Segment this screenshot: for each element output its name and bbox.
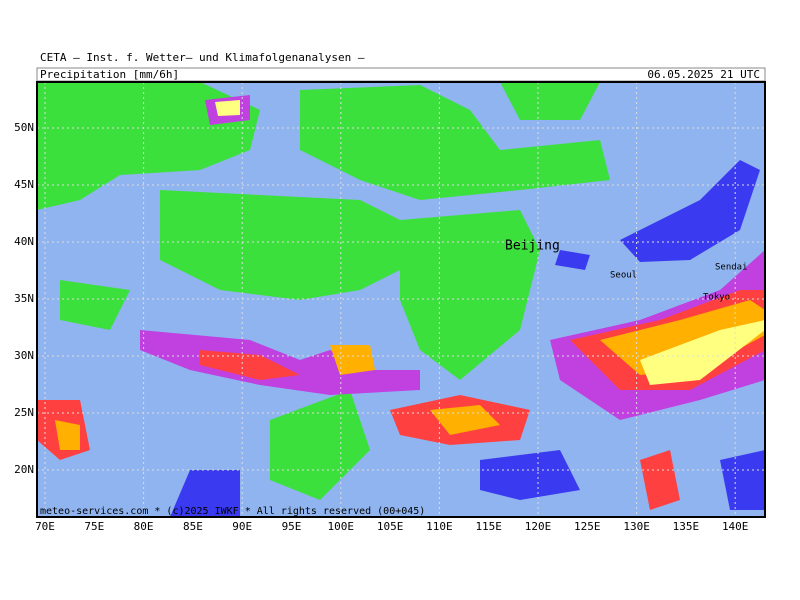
lon-label: 115E: [475, 520, 502, 533]
valid-time: 06.05.2025 21 UTC: [647, 68, 760, 81]
lat-label: 30N: [14, 349, 34, 362]
lat-label: 50N: [14, 121, 34, 134]
lon-label: 75E: [84, 520, 104, 533]
parameter: Precipitation [mm/6h]: [40, 68, 179, 81]
map: Beijing Seoul Sendai Tokyo meteo-service…: [36, 81, 766, 518]
lon-label: 135E: [673, 520, 700, 533]
lon-label: 80E: [134, 520, 154, 533]
sea-areas: [170, 160, 765, 517]
lon-label: 90E: [232, 520, 252, 533]
city-label: Sendai: [715, 263, 748, 273]
lon-label: 110E: [426, 520, 453, 533]
city-label: Seoul: [610, 271, 637, 281]
institute: CETA – Inst. f. Wetter– und Klimafolgena…: [40, 51, 365, 64]
lon-label: 120E: [525, 520, 552, 533]
lon-label: 140E: [722, 520, 749, 533]
dry-areas: [37, 82, 610, 500]
lon-label: 85E: [183, 520, 203, 533]
precipitation-bands: [37, 95, 765, 510]
lat-label: 20N: [14, 463, 34, 476]
lon-label: 130E: [623, 520, 650, 533]
lon-label: 105E: [377, 520, 404, 533]
lat-label: 25N: [14, 406, 34, 419]
axis-labels: 50N 45N 40N 35N 30N 25N 20N 70E 75E 80E 85E 90E 95E 1…: [14, 121, 748, 533]
lon-label: 125E: [574, 520, 601, 533]
city-label: Beijing: [505, 239, 560, 254]
city-label: Tokyo: [703, 293, 730, 303]
map-frame: [36, 81, 766, 518]
lon-label: 95E: [282, 520, 302, 533]
lat-label: 35N: [14, 292, 34, 305]
lon-label: 100E: [328, 520, 355, 533]
lat-label: 45N: [14, 178, 34, 191]
lon-label: 70E: [35, 520, 55, 533]
grid-lines: [37, 82, 765, 517]
footer: meteo-services.com * (c)2025 IWKF * All …: [40, 506, 425, 517]
lat-label: 40N: [14, 235, 34, 248]
